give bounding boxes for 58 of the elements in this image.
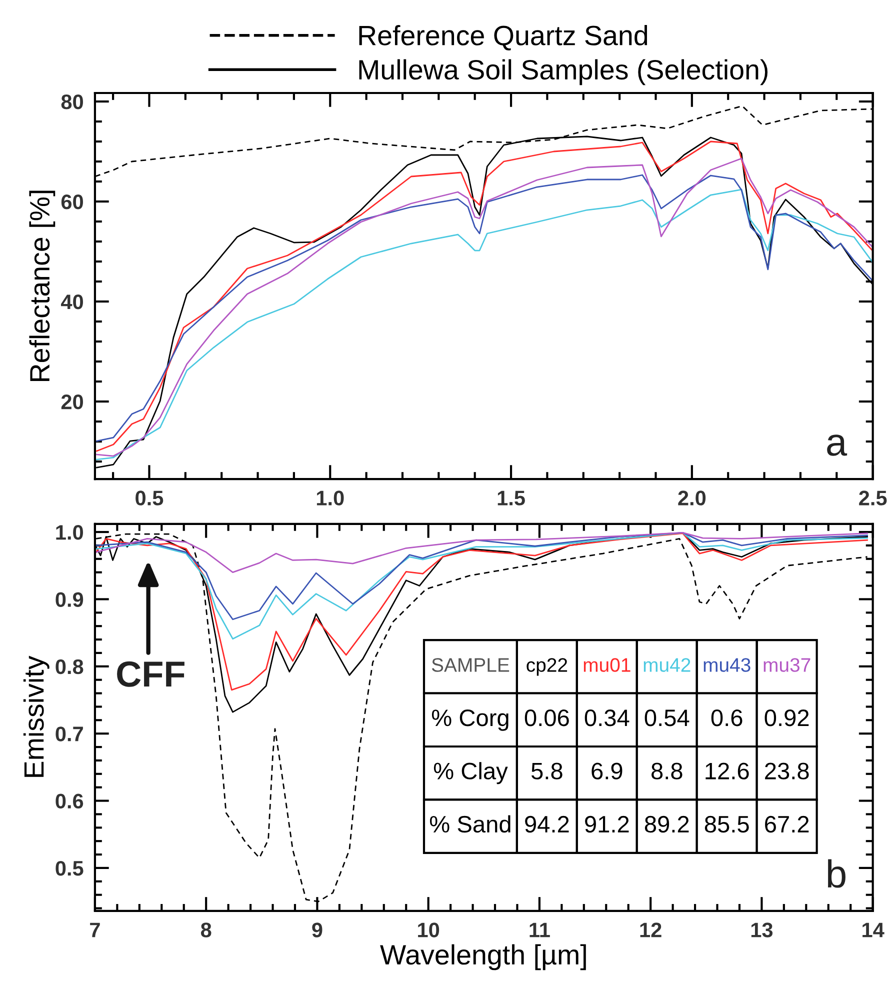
annotation: % Clay (434, 762, 508, 784)
annotation: a (827, 434, 848, 456)
text: Mullewa Soil Samples (Selection) (359, 59, 768, 86)
x-tick-label: 2.5 (859, 490, 887, 506)
y-tick-label: 20 (61, 394, 83, 410)
y-axis-title: Reflectance [%] (29, 190, 56, 381)
annotation: 0.54 (644, 709, 690, 726)
line-series (95, 532, 868, 640)
annotation: 85.5 (704, 816, 749, 833)
annotation: CFF (117, 661, 184, 687)
x-tick-label: 10 (418, 922, 440, 938)
x-tick-label: 9 (312, 922, 322, 938)
x-tick-label: 7 (90, 922, 100, 938)
x-tick-label: 1.0 (316, 490, 344, 506)
annotation: 67.2 (765, 816, 809, 833)
annotation: 89.2 (644, 816, 689, 833)
annotation: 12.6 (706, 762, 749, 780)
y-tick-label: 0.8 (56, 659, 84, 674)
x-axis-title: Wavelength [µm] (380, 944, 586, 970)
x-tick-label: 2.0 (678, 490, 706, 506)
annotation: % Corg (432, 709, 508, 731)
annotation: % Sand (430, 815, 510, 833)
x-tick-label: 14 (862, 922, 884, 938)
y-tick-label: 0.9 (56, 592, 84, 607)
y-tick-label: 40 (60, 294, 83, 310)
text: mu01 (584, 658, 630, 672)
annotation: b (828, 859, 846, 888)
y-tick-label: 0.6 (56, 794, 84, 809)
annotation: 5.8 (531, 762, 562, 780)
line-series (95, 532, 868, 574)
y-tick-label: 1.0 (56, 525, 83, 540)
annotation: 94.2 (525, 816, 569, 833)
annotation: 91.2 (585, 816, 629, 833)
annotation: 6.9 (592, 762, 622, 780)
annotation: 0.06 (524, 709, 569, 726)
y-tick-label: 60 (61, 194, 83, 210)
x-tick-label: 8 (200, 922, 212, 938)
x-tick-label: 1.5 (498, 490, 525, 506)
annotation: SAMPLE (432, 658, 510, 672)
text: cp22 (526, 658, 568, 676)
text: mu37 (764, 658, 810, 672)
annotation: 0.34 (584, 709, 630, 726)
x-tick-label: 0.5 (136, 490, 164, 506)
line-series (95, 532, 868, 620)
y-tick-label: 80 (61, 94, 83, 110)
x-tick-label: 11 (530, 922, 550, 938)
legend-label: Reference Quartz Sand (359, 25, 648, 50)
y-tick-label: 0.7 (56, 726, 83, 742)
annotation: 0.92 (764, 709, 809, 726)
y-axis-title: Emissivity (23, 656, 50, 777)
text: mu43 (704, 658, 750, 672)
y-tick-label: 0.5 (56, 860, 84, 876)
x-tick-label: 13 (751, 922, 773, 938)
annotation: 23.8 (765, 762, 809, 780)
text: mu42 (644, 658, 690, 672)
annotation: 0.6 (711, 709, 742, 726)
x-tick-label: 12 (640, 922, 662, 938)
annotation: 8.8 (652, 762, 682, 780)
